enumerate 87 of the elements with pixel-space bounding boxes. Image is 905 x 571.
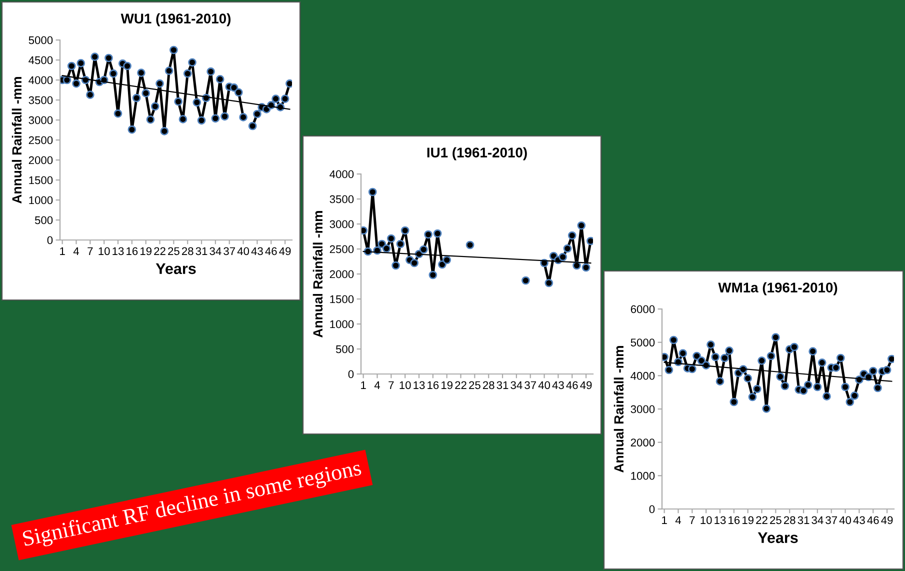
x-tick-label: 19: [442, 381, 452, 390]
x-tick-label: 7: [388, 381, 394, 389]
y-tick-label: 5000: [630, 338, 655, 346]
y-tick-label: 2000: [630, 438, 655, 446]
x-tick-label: 1: [361, 381, 366, 389]
y-tick-label: 1000: [631, 472, 655, 480]
x-tick-label: 43: [552, 381, 564, 390]
x-tick-label: 13: [112, 247, 124, 256]
x-tick-label: 31: [798, 516, 810, 524]
y-tick-label: 1500: [29, 176, 53, 184]
x-tick-label: 16: [728, 516, 740, 524]
x-tick-label: 1: [662, 516, 667, 524]
x-tick-label: 7: [88, 247, 93, 255]
y-tick-label: 3000: [630, 405, 655, 414]
x-tick-label: 13: [714, 516, 726, 524]
x-tick-label: 37: [224, 247, 235, 256]
y-tick-label: 6000: [630, 305, 655, 314]
x-tick-label: 22: [756, 516, 768, 524]
x-tick-label: 19: [742, 516, 754, 524]
x-tick-label: 25: [770, 516, 782, 524]
y-tick-label: 1500: [330, 295, 354, 304]
x-tick-label: 10: [98, 247, 110, 256]
x-tick-label: 1: [60, 247, 65, 255]
x-tick-label: 34: [812, 516, 824, 524]
x-tick-label: 46: [265, 247, 277, 256]
y-tick-label: 2000: [28, 156, 53, 164]
y-axis-title: Annual Rainfall -mm: [312, 211, 323, 338]
y-tick-label: 4000: [630, 372, 655, 380]
y-tick-label: 5000: [28, 36, 53, 44]
x-tick-label: 4: [73, 247, 80, 255]
x-tick-label: 16: [428, 381, 439, 390]
x-tick-label: 46: [566, 381, 578, 390]
y-tick-label: 3000: [28, 116, 53, 124]
chart-title: IU1 (1961-2010): [427, 147, 527, 160]
x-tick-label: 28: [482, 381, 494, 390]
y-tick-label: 1000: [330, 320, 354, 328]
x-tick-label: 4: [374, 381, 380, 389]
x-tick-label: 43: [251, 247, 263, 256]
x-tick-label: 25: [168, 247, 180, 256]
y-tick-label: 0: [649, 505, 655, 514]
y-tick-label: 2500: [330, 245, 354, 254]
x-tick-label: 25: [469, 381, 480, 390]
y-tick-label: 0: [348, 370, 354, 378]
y-axis-title: Annual Rainfall -mm: [12, 77, 22, 204]
x-tick-label: 49: [881, 516, 893, 524]
y-tick-label: 2000: [330, 270, 354, 278]
x-tick-label: 40: [538, 381, 550, 390]
y-tick-label: 3500: [28, 96, 53, 104]
y-tick-label: 4000: [330, 170, 354, 178]
x-tick-label: 16: [126, 247, 138, 256]
y-tick-label: 0: [47, 236, 53, 244]
x-tick-label: 49: [279, 247, 291, 256]
x-tick-label: 22: [154, 247, 166, 255]
x-tick-label: 43: [853, 516, 865, 524]
chart-title: WM1a (1961-2010): [718, 282, 838, 296]
chart-title: WU1 (1961-2010): [120, 13, 231, 26]
x-tick-label: 7: [690, 516, 695, 524]
y-tick-label: 2500: [28, 136, 53, 144]
y-tick-label: 4000: [28, 76, 53, 84]
x-tick-label: 19: [140, 247, 152, 256]
y-tick-label: 500: [336, 345, 354, 354]
x-tick-label: 31: [196, 247, 208, 256]
x-axis-title: Years: [156, 263, 196, 274]
x-tick-label: 46: [867, 516, 879, 524]
y-tick-label: 3000: [330, 220, 354, 228]
x-tick-label: 34: [210, 247, 222, 256]
x-tick-label: 22: [455, 381, 466, 389]
x-tick-label: 10: [700, 516, 712, 524]
x-tick-label: 28: [784, 516, 796, 524]
text: Significant RF decline in some regions: [22, 459, 363, 551]
x-tick-label: 49: [580, 381, 592, 390]
x-tick-label: 37: [524, 381, 536, 390]
y-tick-label: 500: [34, 216, 53, 224]
x-tick-label: 31: [496, 381, 508, 390]
x-tick-label: 37: [826, 516, 837, 524]
x-tick-label: 13: [414, 381, 425, 390]
y-tick-label: 1000: [29, 196, 53, 204]
x-tick-label: 4: [675, 516, 682, 524]
y-tick-label: 3500: [330, 195, 354, 204]
x-tick-label: 34: [510, 381, 522, 390]
x-tick-label: 40: [839, 516, 852, 524]
x-tick-label: 28: [182, 247, 194, 256]
x-tick-label: 10: [400, 381, 411, 390]
x-axis-title: Years: [758, 532, 798, 544]
y-axis-title: Annual Rainfall -mm: [614, 346, 624, 472]
x-tick-label: 40: [237, 247, 250, 256]
y-tick-label: 4500: [28, 56, 53, 64]
